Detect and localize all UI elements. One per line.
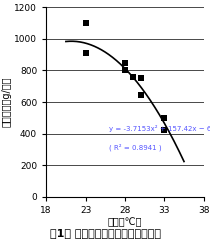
X-axis label: 温度（℃）: 温度（℃） xyxy=(108,218,142,228)
Text: y = -3.7153x² + 157.42x − 682.87: y = -3.7153x² + 157.42x − 682.87 xyxy=(109,125,210,132)
Point xyxy=(131,75,134,79)
Point xyxy=(139,76,142,80)
Point xyxy=(163,116,166,120)
Point xyxy=(123,60,127,64)
Point xyxy=(84,21,87,25)
Text: 囱1． 環境温度と日増体量との関係: 囱1． 環境温度と日増体量との関係 xyxy=(50,228,160,238)
Y-axis label: 日増体量（g/日）: 日増体量（g/日） xyxy=(1,77,11,127)
Point xyxy=(163,129,166,132)
Point xyxy=(84,51,87,55)
Point xyxy=(139,93,142,97)
Point xyxy=(123,68,127,72)
Text: ( R² = 0.8941 ): ( R² = 0.8941 ) xyxy=(109,144,162,151)
